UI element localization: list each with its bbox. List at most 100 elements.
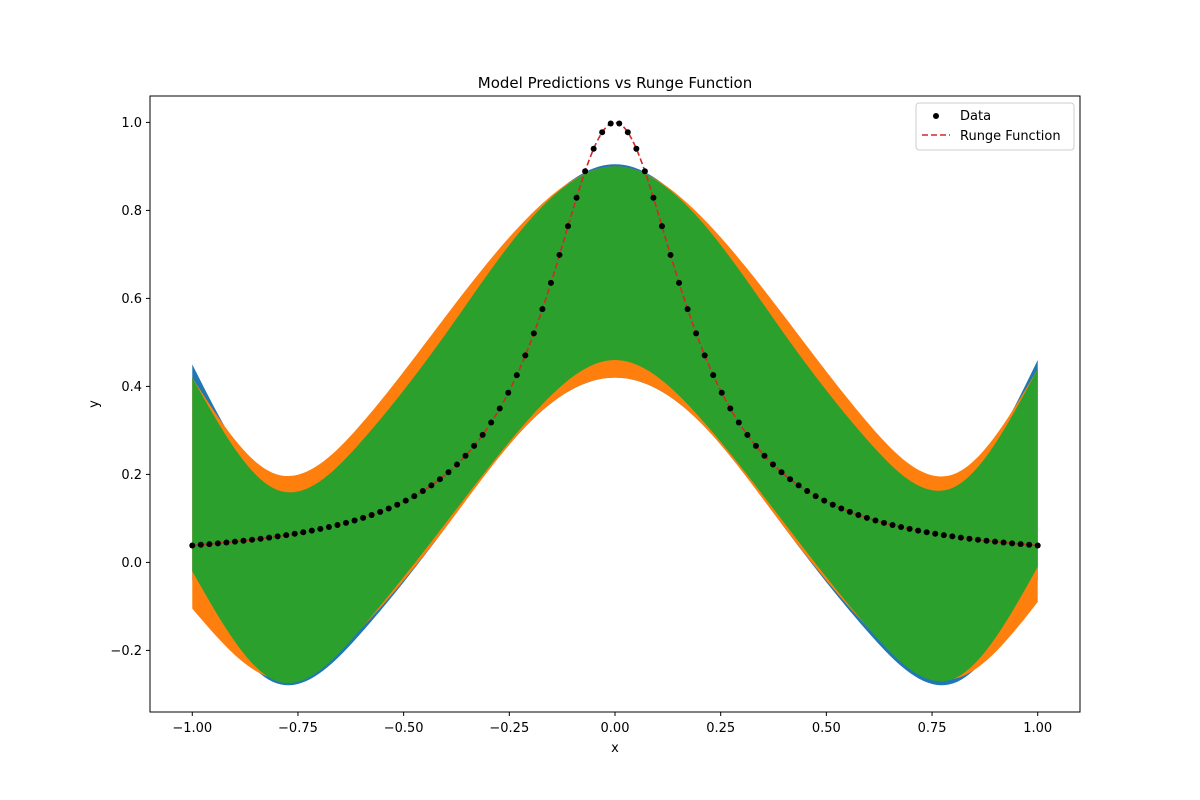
x-axis-label: x bbox=[611, 741, 619, 756]
prediction-band-3 bbox=[192, 166, 1038, 684]
data-point bbox=[471, 442, 478, 449]
y-tick-label: 0.2 bbox=[121, 468, 142, 483]
data-point bbox=[932, 530, 939, 537]
data-point bbox=[761, 452, 768, 459]
data-point bbox=[428, 482, 435, 489]
data-point bbox=[342, 519, 349, 526]
data-point bbox=[949, 533, 956, 540]
y-tick-label: 0.4 bbox=[121, 380, 142, 395]
data-point bbox=[1009, 540, 1016, 547]
data-point bbox=[701, 352, 708, 359]
data-point bbox=[607, 120, 614, 127]
data-point bbox=[266, 534, 273, 541]
data-point bbox=[547, 279, 554, 286]
data-point bbox=[735, 419, 742, 426]
x-axis-ticks: −1.00 −0.75 −0.50 −0.25 0.00 0.25 0.50 0.75 1.00 bbox=[172, 712, 1052, 736]
x-tick-label: 0.00 bbox=[601, 721, 630, 736]
legend: Data Runge Function bbox=[915, 102, 1075, 151]
data-point bbox=[223, 539, 230, 546]
data-point bbox=[240, 537, 247, 544]
x-tick-label: −1.00 bbox=[172, 721, 212, 736]
data-point bbox=[197, 541, 204, 548]
data-point bbox=[641, 168, 648, 175]
data-point bbox=[582, 168, 589, 175]
data-point bbox=[206, 541, 213, 548]
data-point bbox=[846, 508, 853, 515]
data-point bbox=[633, 145, 640, 152]
prediction-bands bbox=[192, 164, 1038, 686]
data-point bbox=[325, 524, 332, 531]
data-point bbox=[812, 493, 819, 500]
data-point bbox=[684, 306, 691, 313]
data-point bbox=[530, 330, 537, 337]
data-point bbox=[565, 223, 572, 230]
data-point bbox=[923, 529, 930, 536]
data-point bbox=[898, 524, 905, 531]
data-point bbox=[983, 537, 990, 544]
data-point bbox=[231, 538, 238, 545]
data-point bbox=[821, 497, 828, 504]
data-point bbox=[573, 194, 580, 201]
y-tick-label: 0.0 bbox=[121, 556, 142, 571]
data-point bbox=[658, 223, 665, 230]
y-tick-label: −0.2 bbox=[110, 644, 142, 659]
data-point bbox=[402, 497, 409, 504]
data-points bbox=[189, 120, 1041, 549]
data-point bbox=[957, 534, 964, 541]
data-point bbox=[368, 512, 375, 519]
data-point bbox=[385, 505, 392, 512]
legend-box bbox=[915, 102, 1075, 151]
data-point bbox=[496, 405, 503, 412]
y-tick-label: 1.0 bbox=[121, 116, 142, 131]
data-point bbox=[445, 469, 452, 476]
data-point bbox=[881, 519, 888, 526]
data-point bbox=[829, 501, 836, 508]
data-point bbox=[522, 352, 529, 359]
data-point bbox=[693, 330, 700, 337]
data-point bbox=[249, 536, 256, 543]
legend-entry-data: Data bbox=[960, 109, 991, 124]
data-point bbox=[291, 530, 298, 537]
data-point bbox=[1034, 542, 1041, 549]
data-point bbox=[855, 512, 862, 519]
data-point bbox=[676, 279, 683, 286]
data-point bbox=[1000, 539, 1007, 546]
data-point bbox=[906, 525, 913, 532]
data-point bbox=[505, 389, 512, 396]
x-tick-label: 1.00 bbox=[1023, 721, 1052, 736]
data-point bbox=[317, 525, 324, 532]
data-point bbox=[411, 493, 418, 500]
y-axis-ticks: −0.2 0.0 0.2 0.4 0.6 0.8 1.0 bbox=[110, 116, 150, 659]
data-point bbox=[274, 533, 281, 540]
data-point bbox=[974, 536, 981, 543]
data-point bbox=[462, 452, 469, 459]
data-point bbox=[189, 542, 196, 549]
data-point bbox=[667, 251, 674, 258]
legend-data-marker bbox=[933, 113, 939, 119]
data-point bbox=[838, 505, 845, 512]
data-point bbox=[1026, 541, 1033, 548]
data-point bbox=[769, 461, 776, 468]
data-point bbox=[488, 419, 495, 426]
data-point bbox=[599, 129, 606, 136]
x-tick-label: −0.50 bbox=[384, 721, 424, 736]
data-point bbox=[992, 538, 999, 545]
data-point bbox=[283, 532, 290, 539]
data-point bbox=[377, 508, 384, 515]
data-point bbox=[334, 522, 341, 529]
x-tick-label: −0.25 bbox=[489, 721, 529, 736]
data-point bbox=[351, 517, 358, 524]
data-point bbox=[872, 517, 879, 524]
data-point bbox=[539, 306, 546, 313]
y-tick-label: 0.8 bbox=[121, 204, 142, 219]
data-point bbox=[556, 251, 563, 258]
data-point bbox=[966, 535, 973, 542]
chart-title: Model Predictions vs Runge Function bbox=[478, 74, 752, 92]
data-point bbox=[214, 540, 221, 547]
data-point bbox=[804, 488, 811, 495]
data-point bbox=[863, 514, 870, 521]
data-point bbox=[795, 482, 802, 489]
data-point bbox=[479, 431, 486, 438]
data-point bbox=[624, 129, 631, 136]
data-point bbox=[787, 476, 794, 483]
